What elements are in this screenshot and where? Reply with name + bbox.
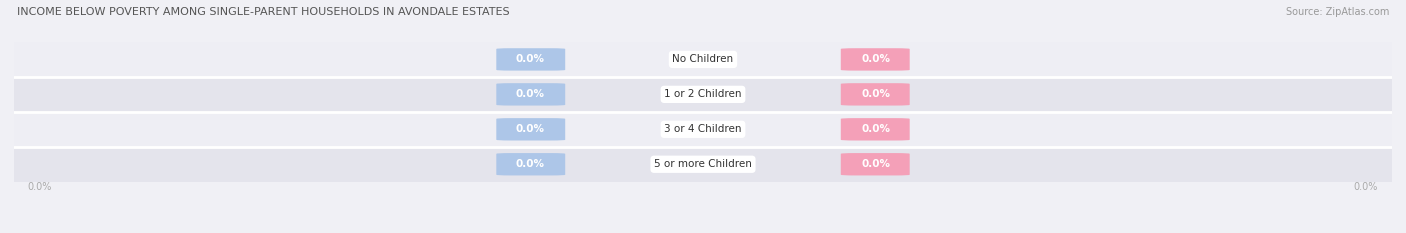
FancyBboxPatch shape [496,153,565,175]
Text: 0.0%: 0.0% [516,55,544,64]
Text: INCOME BELOW POVERTY AMONG SINGLE-PARENT HOUSEHOLDS IN AVONDALE ESTATES: INCOME BELOW POVERTY AMONG SINGLE-PARENT… [17,7,509,17]
Text: 0.0%: 0.0% [516,89,544,99]
Text: 0.0%: 0.0% [862,159,890,169]
Text: 0.0%: 0.0% [516,159,544,169]
FancyBboxPatch shape [14,77,1392,112]
Text: 3 or 4 Children: 3 or 4 Children [664,124,742,134]
FancyBboxPatch shape [841,153,910,175]
Text: 1 or 2 Children: 1 or 2 Children [664,89,742,99]
Text: 0.0%: 0.0% [862,89,890,99]
FancyBboxPatch shape [841,83,910,106]
FancyBboxPatch shape [14,112,1392,147]
Text: 5 or more Children: 5 or more Children [654,159,752,169]
FancyBboxPatch shape [496,83,565,106]
Text: 0.0%: 0.0% [516,124,544,134]
Text: Source: ZipAtlas.com: Source: ZipAtlas.com [1285,7,1389,17]
FancyBboxPatch shape [14,147,1392,182]
FancyBboxPatch shape [841,118,910,140]
Text: 0.0%: 0.0% [862,55,890,64]
FancyBboxPatch shape [496,48,565,71]
FancyBboxPatch shape [841,48,910,71]
Text: 0.0%: 0.0% [28,182,52,192]
Text: 0.0%: 0.0% [862,124,890,134]
Text: 0.0%: 0.0% [1354,182,1378,192]
FancyBboxPatch shape [14,42,1392,77]
Text: No Children: No Children [672,55,734,64]
FancyBboxPatch shape [496,118,565,140]
